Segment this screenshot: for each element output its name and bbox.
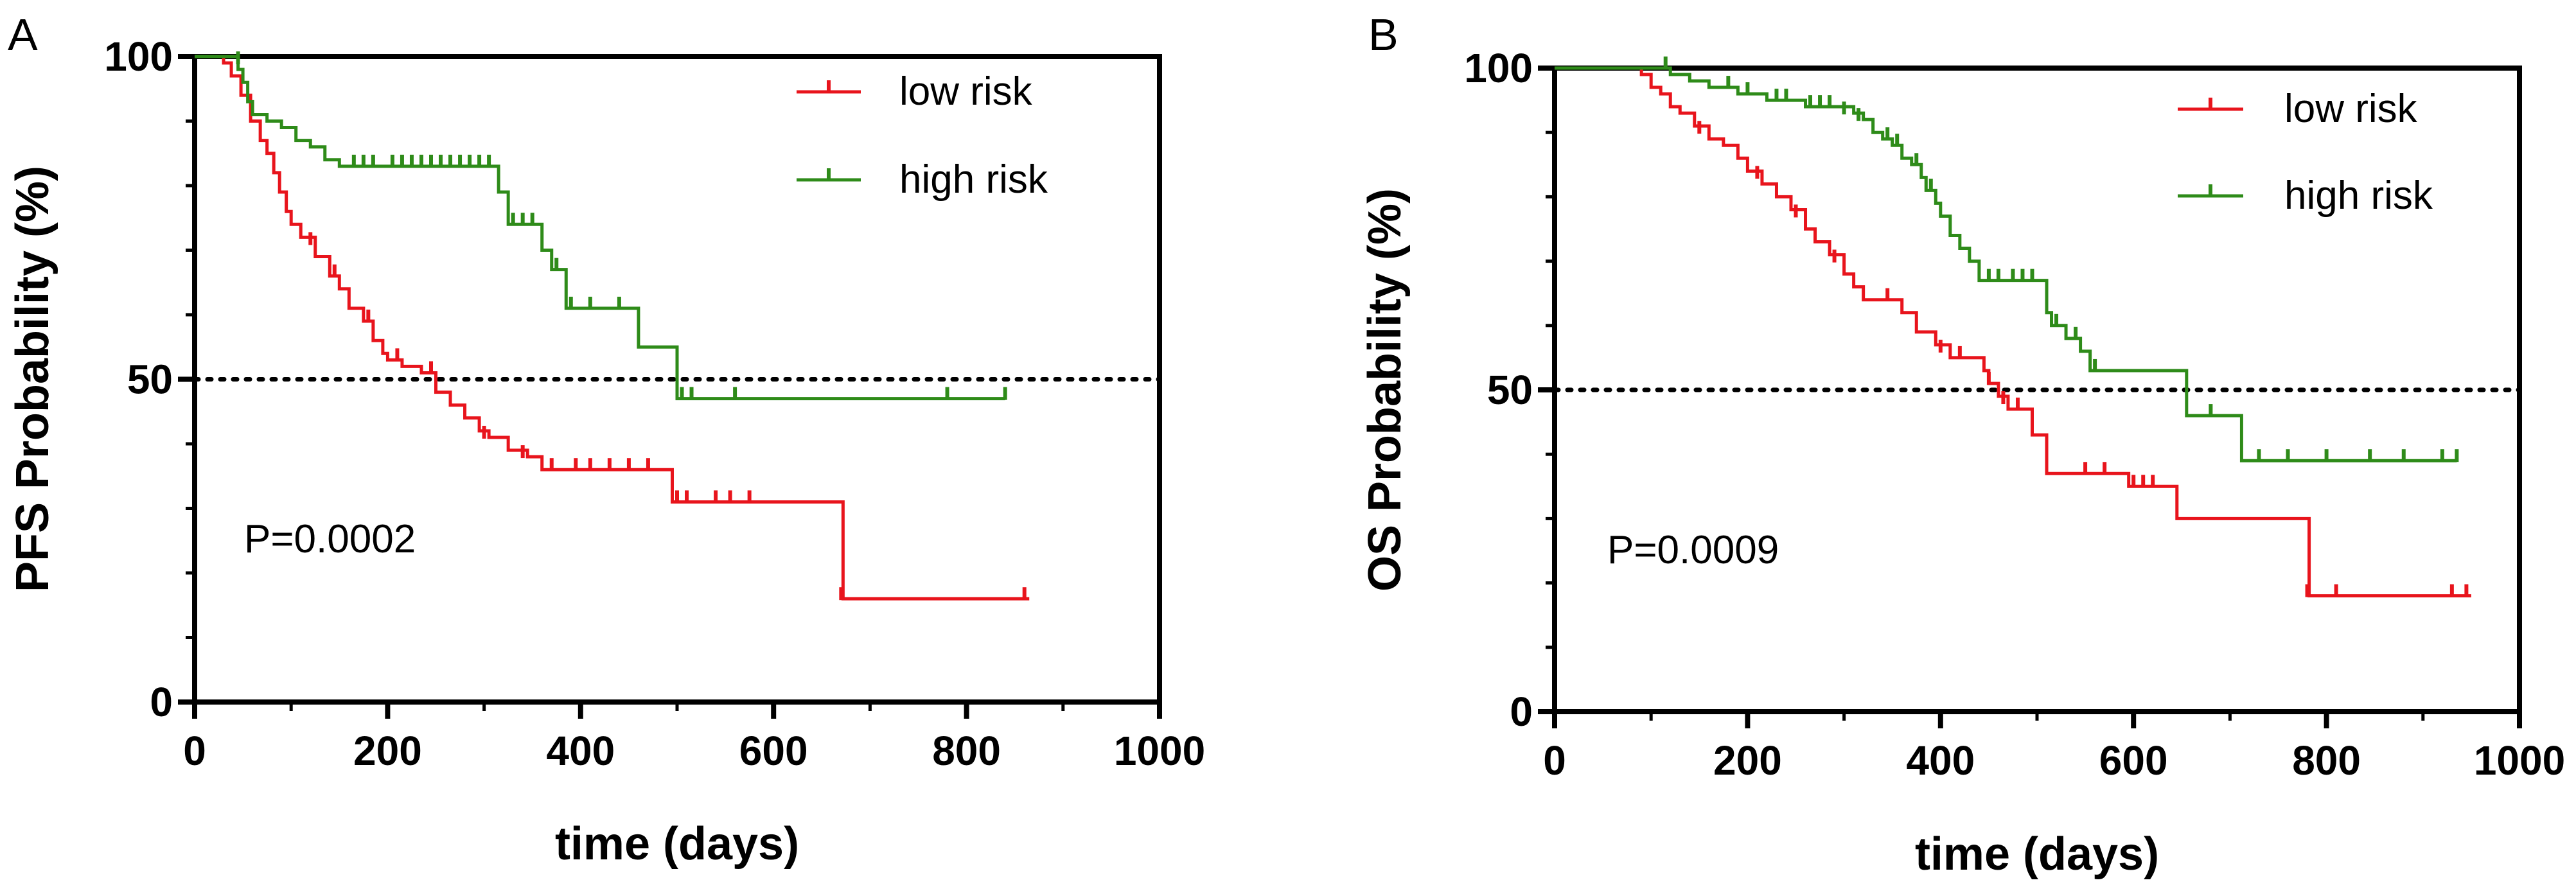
- series-low-risk: [195, 55, 1030, 601]
- y-tick-label: 100: [1464, 45, 1533, 91]
- panel-label: B: [1368, 10, 1398, 60]
- minor-ticks: [186, 119, 1065, 711]
- x-tick-label: 200: [1713, 737, 1782, 784]
- x-tick-label: 400: [1906, 737, 1975, 784]
- x-tick-label: 800: [932, 728, 1001, 774]
- x-tick-label: 1000: [1114, 728, 1205, 774]
- x-tick-label: 800: [2292, 737, 2361, 784]
- x-tick-label: 0: [183, 728, 206, 774]
- y-tick-label: 50: [1487, 367, 1533, 413]
- legend-label-low-risk: low risk: [899, 69, 1033, 114]
- survival-curve-high-risk: [195, 55, 1005, 401]
- y-axis-title: OS Probability (%): [1359, 188, 1411, 592]
- series-low-risk: [1555, 66, 2471, 598]
- x-axis-title: time (days): [1915, 829, 2159, 880]
- legend-label-low-risk: low risk: [2284, 87, 2418, 131]
- legend-label-high-risk: high risk: [899, 157, 1048, 202]
- p-value-annotation: P=0.0002: [244, 517, 416, 561]
- x-axis-title: time (days): [555, 818, 799, 870]
- y-tick-label: 0: [150, 679, 173, 725]
- y-axis-title: PFS Probability (%): [7, 166, 58, 592]
- legend-label-high-risk: high risk: [2284, 173, 2433, 218]
- x-tick-label: 0: [1543, 737, 1566, 784]
- panel-label: A: [8, 10, 38, 60]
- y-tick-label: 50: [127, 356, 173, 403]
- survival-curve-low-risk: [1555, 66, 2471, 598]
- survival-curve-high-risk: [1555, 66, 2457, 462]
- x-tick-label: 200: [353, 728, 422, 774]
- x-tick-label: 600: [739, 728, 808, 774]
- series-high-risk: [195, 51, 1007, 401]
- y-tick-label: 100: [104, 33, 173, 80]
- x-tick-label: 400: [546, 728, 615, 774]
- minor-ticks: [1546, 130, 2425, 721]
- series-high-risk: [1555, 57, 2459, 462]
- y-tick-label: 0: [1510, 689, 1533, 735]
- p-value-annotation: P=0.0009: [1607, 528, 1779, 572]
- x-tick-label: 600: [2099, 737, 2168, 784]
- x-tick-label: 1000: [2474, 737, 2565, 784]
